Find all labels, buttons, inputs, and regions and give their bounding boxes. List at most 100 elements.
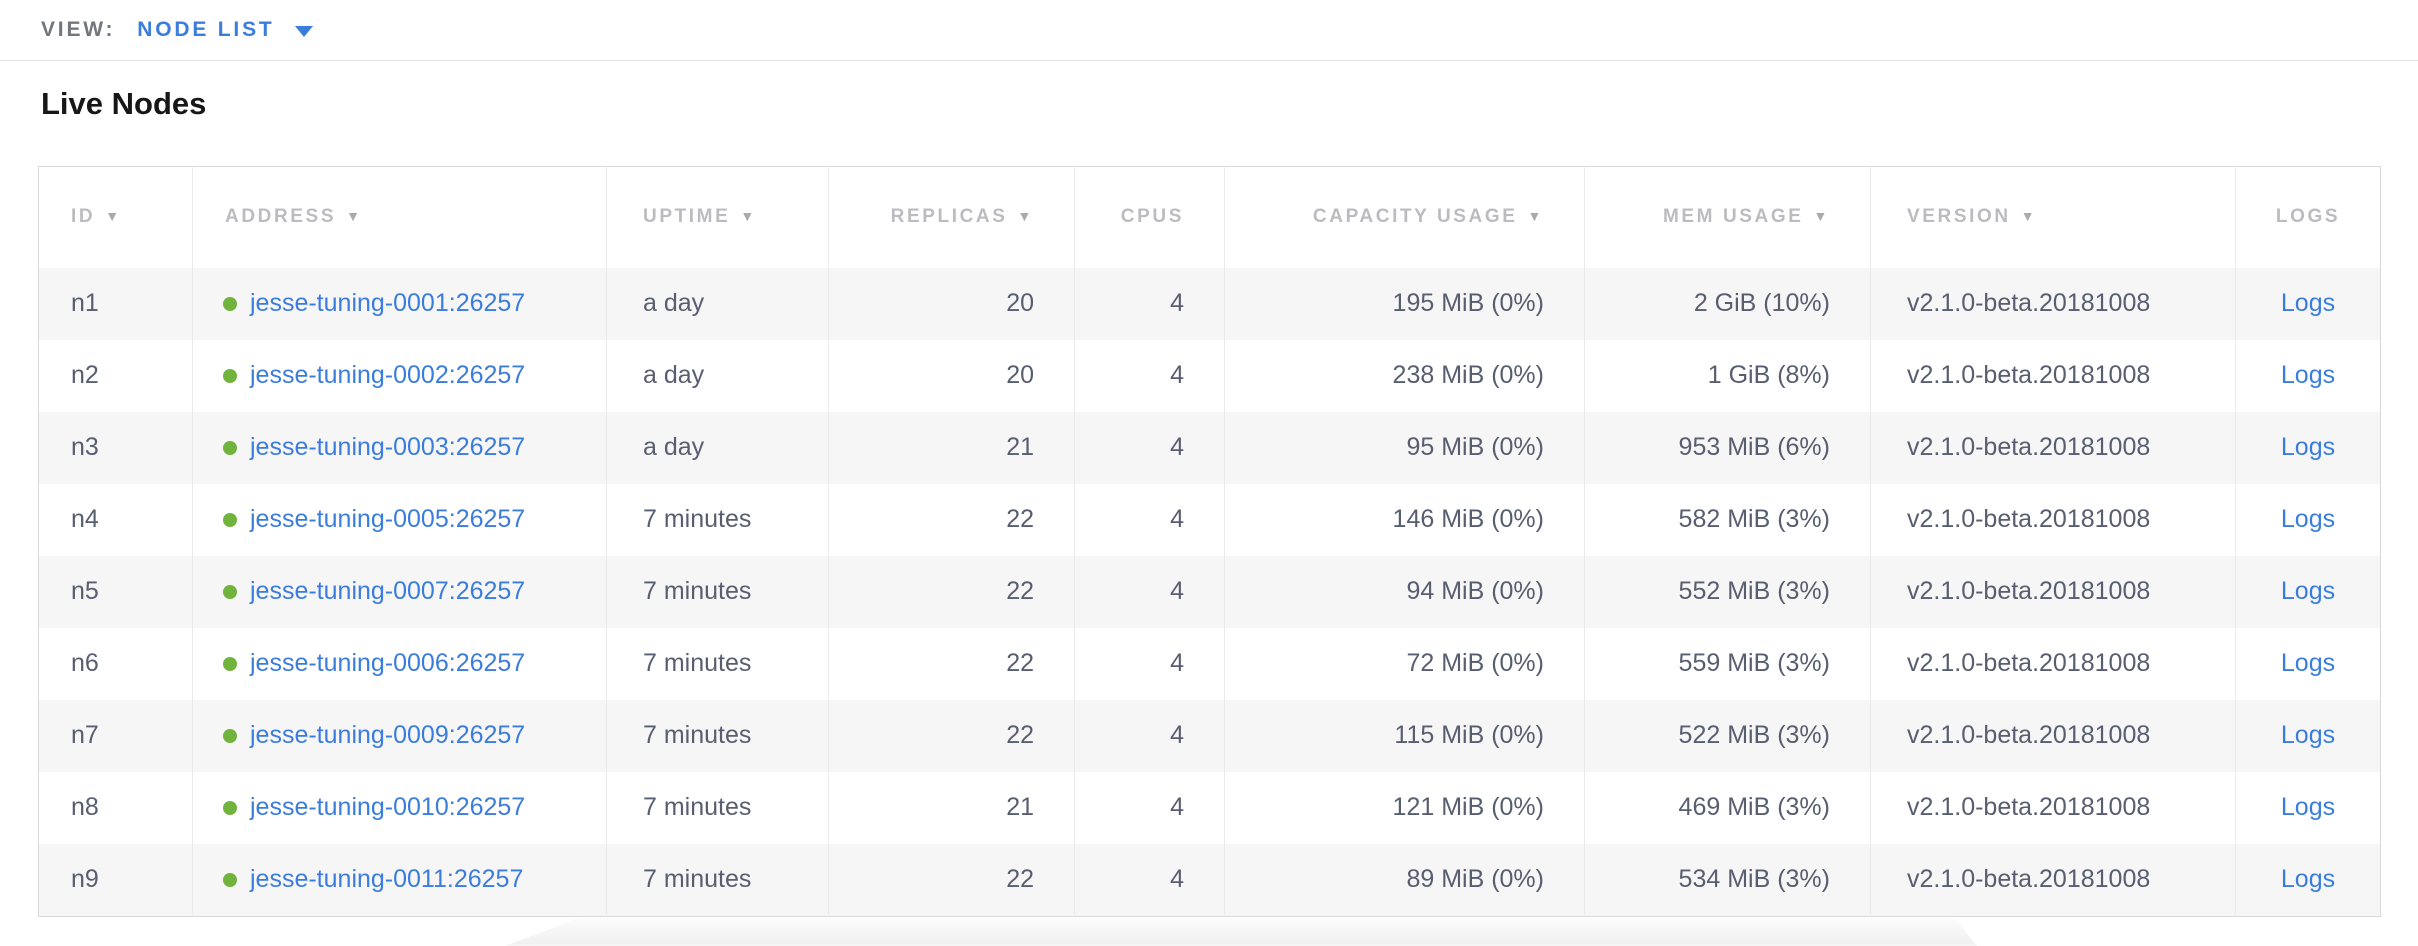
table-row: n9 jesse-tuning-0011:26257 7 minutes 22 4 89 … [38, 843, 2381, 916]
sort-desc-icon: ▼ [2020, 208, 2038, 225]
cutoff-element-shadow [505, 918, 1977, 946]
uptime-cell: 7 minutes [606, 483, 829, 556]
version-cell: v2.1.0-beta.20181008 [1870, 411, 2236, 484]
column-header-label: REPLICAS [890, 206, 1008, 228]
node-healthy-icon [223, 368, 237, 383]
cpus-cell: 4 [1074, 699, 1225, 772]
view-selector-bar: VIEW: NODE LIST [0, 0, 2418, 61]
table-row: n6 jesse-tuning-0006:26257 7 minutes 22 4 72 … [39, 627, 2381, 700]
logs-cell: Logs [2235, 483, 2381, 556]
version-cell: v2.1.0-beta.20181008 [1870, 267, 2236, 340]
cpus-cell: 4 [1074, 771, 1225, 844]
node-id-cell: n4 [71, 505, 99, 533]
node-healthy-icon [223, 584, 237, 599]
logs-link[interactable]: Logs [2280, 649, 2336, 677]
uptime-cell: 7 minutes [606, 843, 829, 916]
node-address-link[interactable]: jesse-tuning-0005:26257 [250, 505, 526, 533]
column-header-replicas[interactable]: REPLICAS ▼ [828, 166, 1075, 268]
address-cell: jesse-tuning-0003:26257 [192, 411, 607, 484]
column-header-mem[interactable]: MEM USAGE ▼ [1584, 166, 1871, 268]
mem-usage-cell: 582 MiB (3%) [1584, 483, 1871, 556]
logs-link[interactable]: Logs [2280, 865, 2336, 893]
uptime-cell: a day [606, 267, 829, 340]
node-id-cell: n6 [71, 649, 99, 677]
live-nodes-table: ID ▼ ADDRESS ▼ UPTIME ▼ REPLICAS ▼ CPUS CAPACITY … [38, 166, 2381, 917]
column-header-label: UPTIME [643, 206, 731, 228]
sort-desc-icon: ▼ [1017, 208, 1034, 225]
logs-link[interactable]: Logs [2280, 289, 2336, 317]
cpus-cell: 4 [1074, 411, 1225, 484]
capacity-usage-cell: 95 MiB (0%) [1224, 411, 1585, 484]
logs-cell: Logs [2235, 339, 2381, 412]
page-title: Live Nodes [41, 86, 207, 121]
table-row: n2 jesse-tuning-0002:26257 a day 20 4 238 MiB… [39, 339, 2381, 412]
sort-desc-icon: ▼ [105, 208, 122, 225]
address-cell: jesse-tuning-0007:26257 [192, 555, 607, 628]
node-address-link[interactable]: jesse-tuning-0007:26257 [250, 577, 526, 605]
address-cell: jesse-tuning-0010:26257 [192, 771, 607, 844]
node-id-cell: n5 [71, 577, 99, 605]
capacity-usage-cell: 115 MiB (0%) [1224, 699, 1585, 772]
node-address-link[interactable]: jesse-tuning-0010:26257 [250, 793, 526, 821]
logs-link[interactable]: Logs [2280, 793, 2336, 821]
capacity-usage-cell: 238 MiB (0%) [1224, 339, 1585, 412]
table-row: n8 jesse-tuning-0010:26257 7 minutes 21 4 121… [39, 771, 2381, 844]
logs-link[interactable]: Logs [2280, 433, 2336, 461]
view-dropdown[interactable]: NODE LIST [137, 18, 313, 42]
column-header-label: ADDRESS [225, 206, 337, 228]
column-header-id[interactable]: ID ▼ [39, 167, 193, 268]
column-header-label: CAPACITY USAGE [1312, 206, 1518, 228]
node-address-link[interactable]: jesse-tuning-0009:26257 [250, 721, 526, 749]
cpus-cell: 4 [1074, 555, 1225, 628]
node-address-link[interactable]: jesse-tuning-0006:26257 [250, 649, 526, 677]
logs-cell: Logs [2235, 627, 2381, 700]
logs-cell: Logs [2235, 555, 2381, 628]
mem-usage-cell: 469 MiB (3%) [1584, 771, 1871, 844]
replicas-cell: 20 [828, 339, 1075, 412]
node-healthy-icon [223, 656, 237, 671]
node-address-link[interactable]: jesse-tuning-0011:26257 [250, 865, 524, 893]
node-address-link[interactable]: jesse-tuning-0001:26257 [250, 289, 526, 317]
capacity-usage-cell: 121 MiB (0%) [1224, 771, 1585, 844]
mem-usage-cell: 552 MiB (3%) [1584, 555, 1871, 628]
logs-link[interactable]: Logs [2280, 721, 2336, 749]
logs-cell: Logs [2235, 267, 2381, 340]
table-row: n3 jesse-tuning-0003:26257 a day 21 4 95 MiB … [38, 411, 2381, 484]
version-cell: v2.1.0-beta.20181008 [1870, 627, 2236, 700]
view-label: VIEW: [41, 18, 116, 41]
capacity-usage-cell: 146 MiB (0%) [1224, 483, 1585, 556]
address-cell: jesse-tuning-0002:26257 [192, 339, 607, 412]
logs-link[interactable]: Logs [2280, 577, 2336, 605]
mem-usage-cell: 522 MiB (3%) [1584, 699, 1871, 772]
column-header-address[interactable]: ADDRESS ▼ [192, 166, 607, 268]
logs-cell: Logs [2235, 699, 2381, 772]
node-healthy-icon [223, 872, 237, 887]
column-header-capacity[interactable]: CAPACITY USAGE ▼ [1224, 166, 1585, 268]
logs-link[interactable]: Logs [2280, 361, 2336, 389]
sort-desc-icon: ▼ [1527, 208, 1544, 225]
address-cell: jesse-tuning-0001:26257 [192, 267, 607, 340]
address-cell: jesse-tuning-0005:26257 [192, 483, 607, 556]
node-id-cell: n2 [71, 361, 99, 389]
replicas-cell: 22 [828, 843, 1075, 916]
view-dropdown-value: NODE LIST [137, 18, 275, 41]
column-header-logs: LOGS [2235, 166, 2381, 268]
logs-link[interactable]: Logs [2280, 505, 2336, 533]
column-header-cpus: CPUS [1074, 166, 1225, 268]
node-address-link[interactable]: jesse-tuning-0002:26257 [250, 361, 526, 389]
node-address-link[interactable]: jesse-tuning-0003:26257 [250, 433, 526, 461]
column-header-uptime[interactable]: UPTIME ▼ [606, 166, 829, 268]
column-header-version[interactable]: VERSION ▼ [1870, 166, 2236, 268]
node-id-cell: n1 [71, 289, 99, 317]
replicas-cell: 20 [828, 267, 1075, 340]
column-header-label: LOGS [2275, 206, 2341, 228]
cpus-cell: 4 [1074, 843, 1225, 916]
sort-desc-icon: ▼ [740, 208, 757, 225]
replicas-cell: 21 [828, 411, 1075, 484]
table-row: n1 jesse-tuning-0001:26257 a day 20 4 195 MiB… [38, 267, 2381, 340]
logs-cell: Logs [2235, 843, 2381, 916]
column-header-label: ID [71, 206, 96, 228]
logs-cell: Logs [2235, 771, 2381, 844]
uptime-cell: 7 minutes [606, 699, 829, 772]
uptime-cell: 7 minutes [606, 771, 829, 844]
